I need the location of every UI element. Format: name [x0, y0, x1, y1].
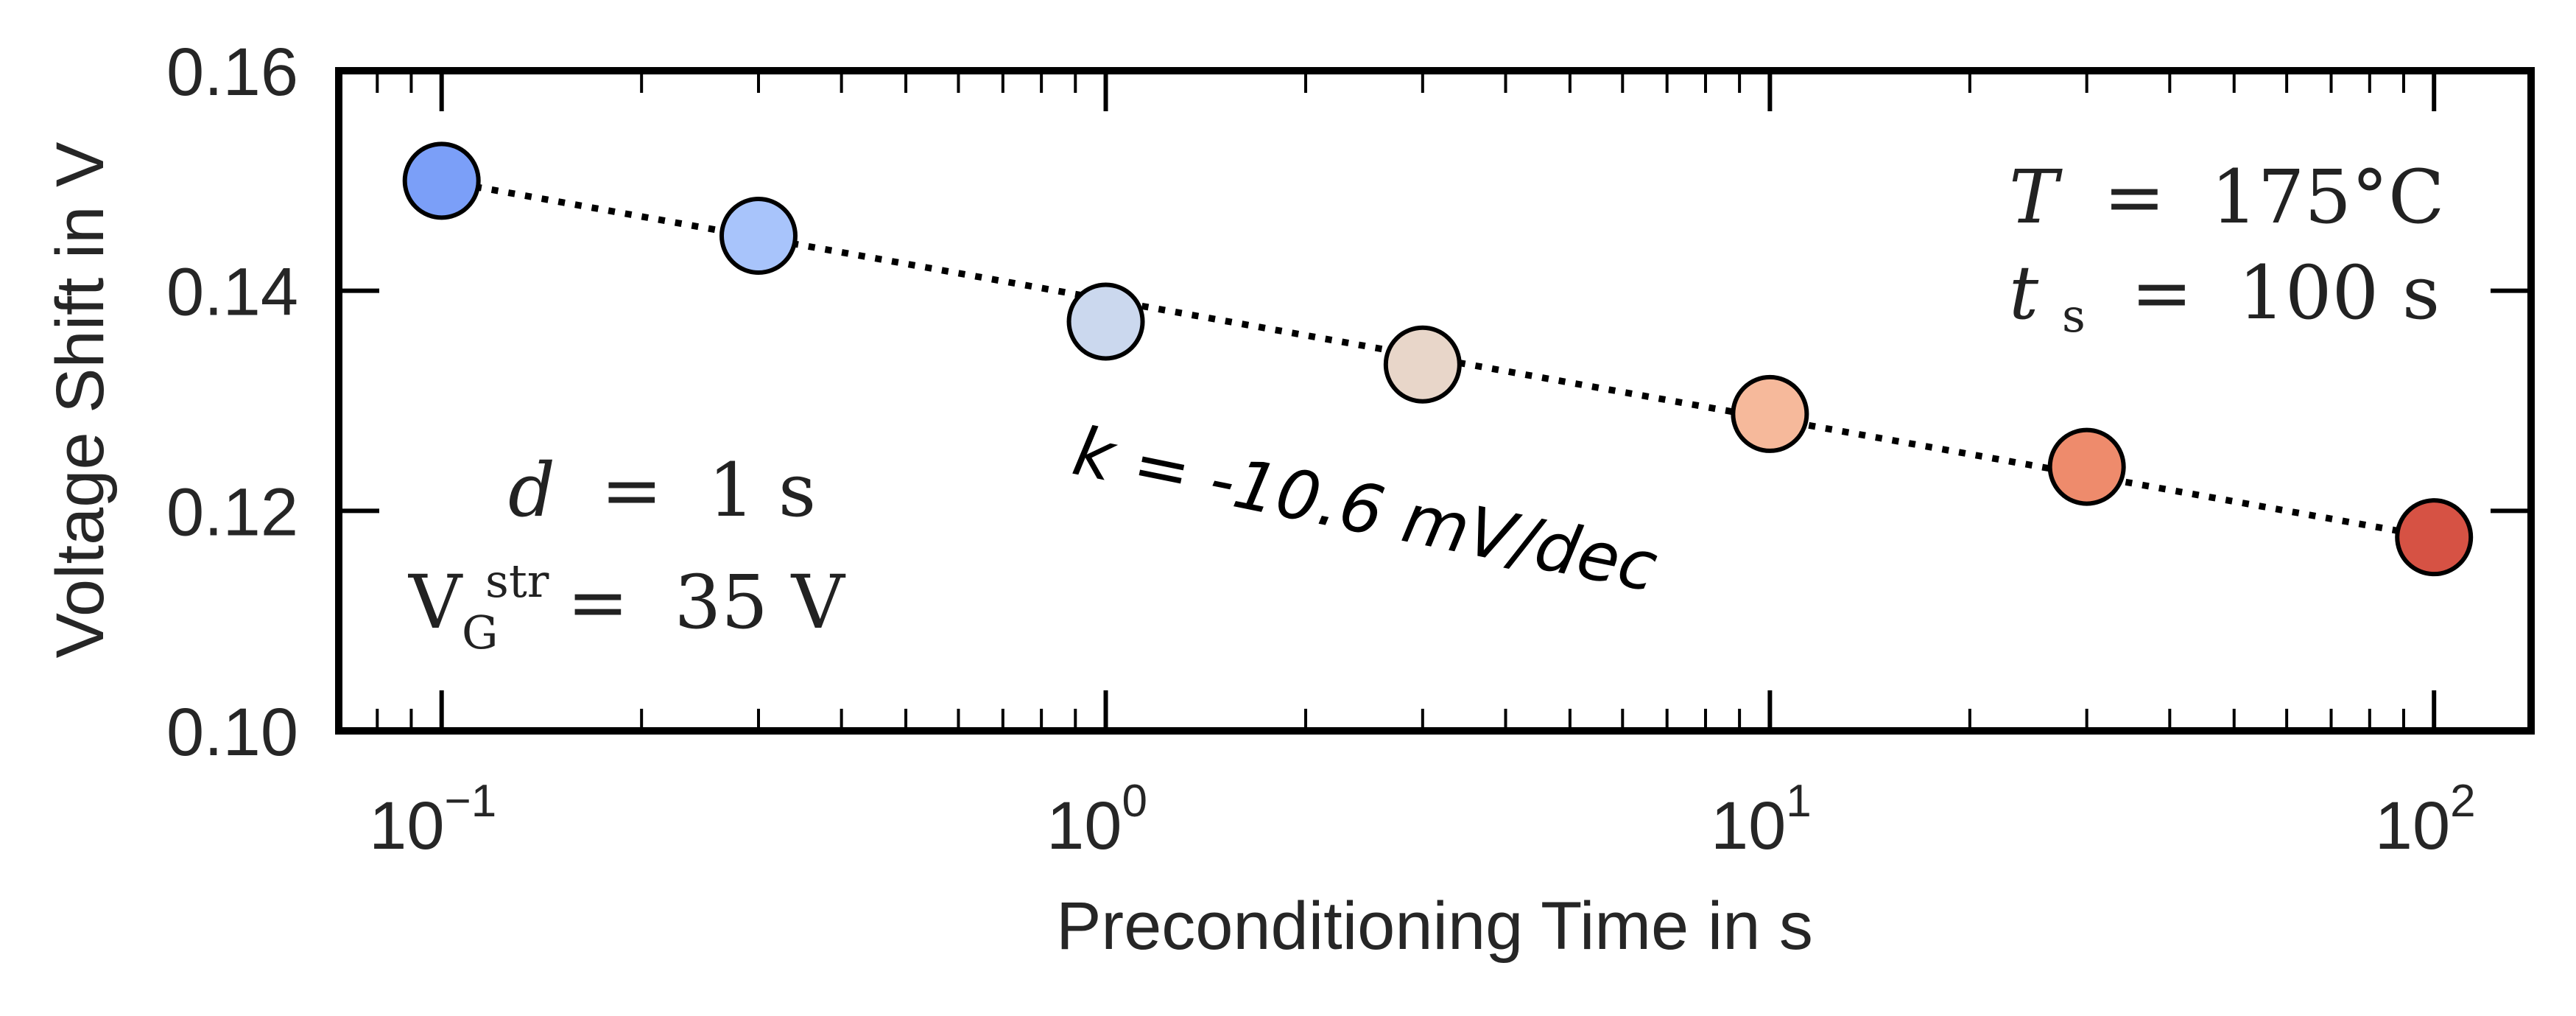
delay-equals: =	[601, 447, 663, 533]
y-tick-label: 0.12	[166, 474, 298, 550]
y-tick-labels: 0.10 0.12 0.14 0.16	[166, 35, 298, 770]
delay-value: 1 s	[708, 447, 816, 533]
stress-time-symbol: t	[2009, 250, 2039, 336]
y-tick-label: 0.14	[166, 255, 298, 330]
x-tick-labels: 10−1 100 101 102	[369, 776, 2475, 863]
stress-time-value: 100 s	[2238, 250, 2440, 336]
temperature-value: 175°C	[2211, 154, 2444, 240]
y-tick-label: 0.10	[166, 695, 298, 770]
y-axis-title: Voltage Shift in V	[43, 142, 118, 659]
x-tick-label: 10−1	[369, 776, 496, 863]
gate-voltage-value: 35 V	[675, 559, 846, 645]
x-tick-label: 102	[2375, 776, 2476, 863]
data-point	[1731, 374, 1809, 453]
data-point	[2395, 498, 2474, 577]
temperature-annotation: T = 175°C	[2009, 154, 2444, 240]
gate-voltage-symbol: V	[408, 559, 463, 645]
x-tick-label: 100	[1046, 776, 1147, 863]
data-point	[1383, 325, 1462, 404]
temperature-symbol: T	[2009, 154, 2063, 240]
data-point	[719, 197, 798, 275]
x-tick-label: 101	[1711, 776, 1812, 863]
x-tick-base: 10	[2375, 788, 2450, 863]
data-point	[2047, 427, 2126, 506]
stress-time-annotation: t s = 100 s	[2009, 250, 2440, 349]
gate-voltage-annotation: V str	[408, 554, 549, 645]
x-tick-exponent: 1	[1786, 776, 1811, 827]
gate-voltage-subscript: G	[462, 606, 499, 659]
stress-time-subscript: s	[2062, 289, 2086, 343]
data-point	[402, 141, 481, 220]
stress-time-equals: =	[2131, 250, 2193, 336]
data-point	[1066, 282, 1145, 361]
x-axis-title: Preconditioning Time in s	[1056, 889, 1813, 964]
x-tick-base: 10	[1046, 788, 1122, 863]
y-tick-label: 0.16	[166, 35, 298, 110]
delay-annotation: d = 1 s	[508, 447, 816, 533]
plot-frame	[335, 67, 2535, 735]
x-tick-exponent: −1	[445, 776, 497, 827]
temperature-equals: =	[2104, 154, 2166, 240]
gate-voltage-value-text: = 35 V	[567, 559, 846, 645]
x-tick-exponent: 0	[1122, 776, 1147, 827]
gate-voltage-equals: =	[567, 559, 629, 645]
delay-symbol: d	[508, 447, 555, 533]
gate-voltage-superscript: str	[485, 554, 549, 608]
x-tick-base: 10	[369, 788, 444, 863]
x-tick-exponent: 2	[2450, 776, 2475, 827]
x-tick-base: 10	[1711, 788, 1786, 863]
data-points	[402, 141, 2474, 577]
